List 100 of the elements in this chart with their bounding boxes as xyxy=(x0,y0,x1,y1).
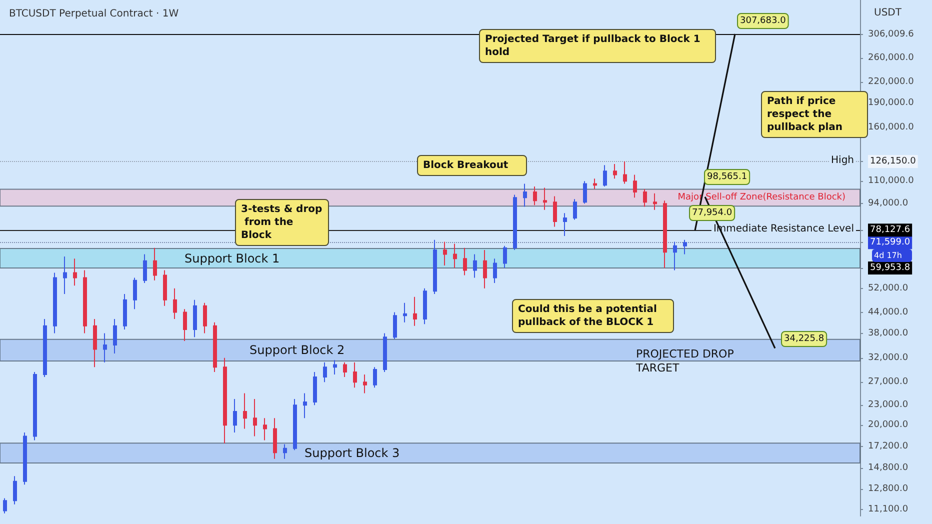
y-axis-title: USDT xyxy=(874,8,902,18)
candlestick xyxy=(543,187,547,210)
candlestick xyxy=(283,444,287,460)
y-tick-label: 220,000.0 xyxy=(868,76,914,87)
annotation: PROJECTED DROP TARGET xyxy=(635,348,738,374)
band-label: Support Block 1 xyxy=(184,251,280,266)
y-tick-label: 71,599.0 xyxy=(870,238,910,248)
candlestick xyxy=(443,241,447,266)
candlestick xyxy=(483,249,487,289)
candlestick xyxy=(353,362,357,388)
candlestick xyxy=(203,302,207,334)
candlestick xyxy=(393,312,397,340)
text: 4d 17h xyxy=(874,251,902,260)
candlestick xyxy=(473,254,477,278)
candlestick xyxy=(313,371,317,406)
candlestick xyxy=(323,362,327,383)
band-label: Support Block 2 xyxy=(250,343,345,358)
y-tick-label: 190,000.0 xyxy=(868,98,914,108)
candlestick xyxy=(73,258,77,286)
candlestick xyxy=(93,318,97,368)
candlestick xyxy=(143,254,147,284)
candlestick xyxy=(263,418,267,441)
band-label: Support Block 3 xyxy=(304,446,400,460)
candlestick xyxy=(363,374,367,394)
candlestick xyxy=(133,277,137,310)
candlestick xyxy=(113,318,117,354)
candlestick xyxy=(643,188,647,208)
ref-line-label: High xyxy=(831,155,854,166)
candlestick xyxy=(123,293,127,330)
candlestick xyxy=(193,299,197,338)
y-tick-label: 52,000.0 xyxy=(868,283,908,294)
candlestick xyxy=(653,192,657,210)
y-tick-label: 260,000.0 xyxy=(868,53,914,64)
annotation: 98,565.1 xyxy=(707,172,748,182)
candlestick xyxy=(383,332,387,372)
y-tick-label: 12,800.0 xyxy=(868,484,908,494)
candlestick xyxy=(213,322,217,372)
candlestick xyxy=(53,272,57,334)
candlestick xyxy=(603,164,607,187)
y-tick-label: 44,000.0 xyxy=(868,307,908,318)
candlestick xyxy=(33,371,37,441)
y-tick-label: 59,953.8 xyxy=(870,263,910,274)
candlestick xyxy=(673,241,677,271)
candlestick xyxy=(533,186,537,206)
candlestick xyxy=(623,161,627,184)
y-tick-label: 27,000.0 xyxy=(868,377,908,388)
candlestick xyxy=(343,362,347,378)
candlestick xyxy=(503,245,507,268)
candlestick xyxy=(513,194,517,250)
candlestick xyxy=(493,258,497,284)
candlestick xyxy=(253,398,257,437)
candlestick xyxy=(423,288,427,325)
candlestick xyxy=(453,243,457,268)
y-tick-label: 94,000.0 xyxy=(868,198,908,209)
candlestick xyxy=(553,196,557,228)
candlestick xyxy=(163,270,167,306)
annotation: Path if price respect the pullback plan xyxy=(767,96,843,133)
annotation: 307,683.0 xyxy=(740,16,786,26)
candlestick xyxy=(683,239,687,255)
y-tick-label: 306,009.6 xyxy=(868,30,914,40)
candlestick xyxy=(413,296,417,326)
candlestick xyxy=(153,247,157,281)
candlestick xyxy=(333,360,337,375)
candlestick xyxy=(613,164,617,180)
y-tick-label: 20,000.0 xyxy=(868,420,908,430)
candlestick xyxy=(223,357,227,444)
y-tick-label: 23,000.0 xyxy=(868,400,908,410)
candlestick xyxy=(573,198,577,220)
candlestick xyxy=(63,256,67,294)
candlestick xyxy=(13,476,17,505)
candlestick xyxy=(373,366,377,388)
candlestick xyxy=(243,392,247,430)
candlestick xyxy=(593,178,597,190)
annotation: 77,954.0 xyxy=(692,208,732,218)
y-tick-label: 38,000.0 xyxy=(868,328,908,338)
annotation: Block Breakout xyxy=(423,160,508,171)
candlestick xyxy=(43,318,47,378)
candlestick xyxy=(173,288,177,320)
candlestick xyxy=(433,239,437,294)
candlestick xyxy=(633,174,637,198)
candlestick xyxy=(293,398,297,451)
candlestick xyxy=(233,398,237,433)
annotation: 3-tests & drop from the Block xyxy=(241,204,322,241)
y-tick-label: 126,150.0 xyxy=(870,156,916,167)
annotation: 34,225.8 xyxy=(784,334,824,344)
y-tick-label: 78,127.6 xyxy=(870,225,910,236)
y-tick-label: 14,800.0 xyxy=(868,463,908,474)
candlestick xyxy=(583,180,587,204)
candlestick xyxy=(273,418,277,460)
annotation: Projected Target if pullback to Block 1 hold xyxy=(485,34,704,58)
candlestick xyxy=(523,183,527,208)
candlestick xyxy=(563,212,567,236)
y-tick-label: 110,000.0 xyxy=(868,176,914,186)
candlestick xyxy=(103,332,107,363)
candlestick xyxy=(23,432,27,486)
candlestick xyxy=(663,200,667,268)
y-tick-label: 160,000.0 xyxy=(868,122,914,133)
candlestick xyxy=(403,302,407,323)
text: BTCUSDT Perpetual Contract · 1W xyxy=(9,8,179,20)
annotation: Could this be a potential pullback of the BLOCK 1 xyxy=(518,304,660,328)
